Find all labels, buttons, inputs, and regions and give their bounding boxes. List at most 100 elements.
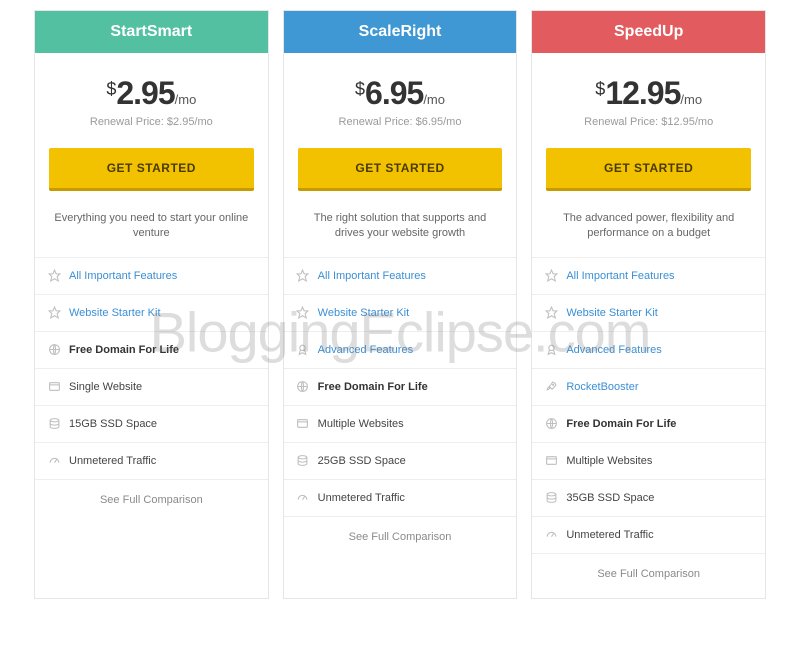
renewal-text: Renewal Price: $2.95/mo: [45, 116, 258, 128]
gauge-icon: [47, 454, 61, 468]
plan-startsmart: StartSmart $2.95/mo Renewal Price: $2.95/m…: [34, 10, 269, 599]
get-started-button[interactable]: GET STARTED: [49, 148, 254, 191]
plan-speedup: SpeedUp $12.95/mo Renewal Price: $12.95/mo…: [531, 10, 766, 599]
feature-label: 25GB SSD Space: [318, 455, 406, 467]
feature-item[interactable]: All Important Features: [35, 258, 268, 295]
plan-header: StartSmart: [35, 11, 268, 53]
price-amount: 6.95: [365, 75, 423, 111]
cta-wrap: GET STARTED: [532, 134, 765, 201]
window-icon: [296, 417, 310, 431]
price-amount: 12.95: [605, 75, 680, 111]
price-amount: 2.95: [116, 75, 174, 111]
feature-item: Unmetered Traffic: [532, 517, 765, 554]
gauge-icon: [544, 528, 558, 542]
plan-tagline: Everything you need to start your online…: [35, 201, 268, 257]
price-block: $2.95/mo Renewal Price: $2.95/mo: [35, 53, 268, 134]
feature-item: Single Website: [35, 369, 268, 406]
see-full-comparison-link[interactable]: See Full Comparison: [532, 554, 765, 598]
feature-label: Advanced Features: [566, 344, 661, 356]
feature-item: Unmetered Traffic: [35, 443, 268, 480]
disk-icon: [296, 454, 310, 468]
feature-item[interactable]: Advanced Features: [284, 332, 517, 369]
price-period: /mo: [680, 92, 702, 107]
feature-item: Free Domain For Life: [284, 369, 517, 406]
feature-item[interactable]: All Important Features: [532, 258, 765, 295]
star-icon: [47, 269, 61, 283]
get-started-button[interactable]: GET STARTED: [546, 148, 751, 191]
plan-tagline: The right solution that supports and dri…: [284, 201, 517, 257]
plan-header: SpeedUp: [532, 11, 765, 53]
globe-icon: [47, 343, 61, 357]
feature-label: Free Domain For Life: [69, 344, 179, 356]
price-line: $6.95/mo: [294, 75, 507, 112]
feature-label: Single Website: [69, 381, 142, 393]
star-icon: [296, 306, 310, 320]
rocket-icon: [544, 380, 558, 394]
feature-label: Unmetered Traffic: [566, 529, 653, 541]
feature-item[interactable]: Website Starter Kit: [532, 295, 765, 332]
feature-item[interactable]: Website Starter Kit: [35, 295, 268, 332]
feature-item: Multiple Websites: [284, 406, 517, 443]
feature-list: All Important Features Website Starter Ki…: [284, 257, 517, 517]
feature-item: Multiple Websites: [532, 443, 765, 480]
feature-label: Website Starter Kit: [318, 307, 410, 319]
disk-icon: [544, 491, 558, 505]
price-line: $12.95/mo: [542, 75, 755, 112]
window-icon: [544, 454, 558, 468]
feature-label: All Important Features: [566, 270, 674, 282]
feature-item[interactable]: RocketBooster: [532, 369, 765, 406]
feature-label: Free Domain For Life: [318, 381, 428, 393]
price-period: /mo: [423, 92, 445, 107]
feature-label: Multiple Websites: [566, 455, 652, 467]
star-icon: [544, 306, 558, 320]
price-block: $6.95/mo Renewal Price: $6.95/mo: [284, 53, 517, 134]
feature-list: All Important Features Website Starter Ki…: [35, 257, 268, 480]
feature-label: 15GB SSD Space: [69, 418, 157, 430]
feature-list: All Important Features Website Starter Ki…: [532, 257, 765, 554]
see-full-comparison-link[interactable]: See Full Comparison: [35, 480, 268, 524]
feature-item[interactable]: Website Starter Kit: [284, 295, 517, 332]
currency: $: [595, 79, 605, 99]
disk-icon: [47, 417, 61, 431]
see-full-comparison-link[interactable]: See Full Comparison: [284, 517, 517, 561]
price-period: /mo: [175, 92, 197, 107]
ribbon-icon: [296, 343, 310, 357]
price-block: $12.95/mo Renewal Price: $12.95/mo: [532, 53, 765, 134]
window-icon: [47, 380, 61, 394]
feature-label: All Important Features: [69, 270, 177, 282]
plan-scaleright: ScaleRight $6.95/mo Renewal Price: $6.95/m…: [283, 10, 518, 599]
feature-item: 35GB SSD Space: [532, 480, 765, 517]
feature-item: 15GB SSD Space: [35, 406, 268, 443]
cta-wrap: GET STARTED: [35, 134, 268, 201]
star-icon: [544, 269, 558, 283]
globe-icon: [544, 417, 558, 431]
pricing-plans: StartSmart $2.95/mo Renewal Price: $2.95/m…: [0, 0, 800, 599]
ribbon-icon: [544, 343, 558, 357]
star-icon: [47, 306, 61, 320]
feature-item[interactable]: Advanced Features: [532, 332, 765, 369]
feature-label: All Important Features: [318, 270, 426, 282]
feature-label: 35GB SSD Space: [566, 492, 654, 504]
feature-item: Free Domain For Life: [35, 332, 268, 369]
feature-label: RocketBooster: [566, 381, 638, 393]
star-icon: [296, 269, 310, 283]
feature-label: Unmetered Traffic: [318, 492, 405, 504]
feature-item: Unmetered Traffic: [284, 480, 517, 517]
plan-tagline: The advanced power, flexibility and perf…: [532, 201, 765, 257]
renewal-text: Renewal Price: $12.95/mo: [542, 116, 755, 128]
price-line: $2.95/mo: [45, 75, 258, 112]
globe-icon: [296, 380, 310, 394]
feature-label: Unmetered Traffic: [69, 455, 156, 467]
get-started-button[interactable]: GET STARTED: [298, 148, 503, 191]
feature-label: Website Starter Kit: [566, 307, 658, 319]
feature-item[interactable]: All Important Features: [284, 258, 517, 295]
currency: $: [355, 79, 365, 99]
plan-header: ScaleRight: [284, 11, 517, 53]
currency: $: [106, 79, 116, 99]
renewal-text: Renewal Price: $6.95/mo: [294, 116, 507, 128]
feature-item: Free Domain For Life: [532, 406, 765, 443]
cta-wrap: GET STARTED: [284, 134, 517, 201]
feature-label: Advanced Features: [318, 344, 413, 356]
feature-label: Free Domain For Life: [566, 418, 676, 430]
gauge-icon: [296, 491, 310, 505]
